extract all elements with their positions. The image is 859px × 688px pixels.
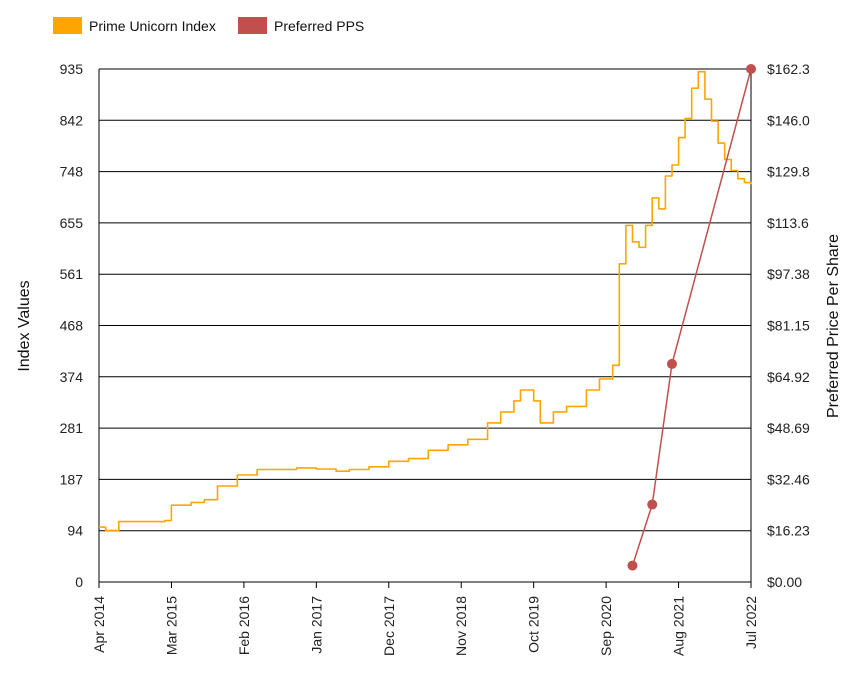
legend-label-0: Prime Unicorn Index xyxy=(89,18,216,34)
legend-swatch-1 xyxy=(238,17,267,34)
y-left-tick-label: 935 xyxy=(60,61,84,77)
y-right-tick-label: $32.46 xyxy=(767,471,810,487)
y-right-tick-label: $64.92 xyxy=(767,369,810,385)
x-tick-label: Sep 2020 xyxy=(598,596,614,656)
y-left-tick-labels: 0 94 187 281 374 468 561 655 748 842 935 xyxy=(60,61,84,590)
x-tick-label: Feb 2016 xyxy=(236,596,252,655)
y-left-axis-title: Index Values xyxy=(16,280,33,371)
y-right-tick-label: $48.69 xyxy=(767,420,810,436)
legend-swatch-0 xyxy=(53,17,82,34)
y-right-tick-label: $113.6 xyxy=(767,215,809,231)
y-left-tick-label: 187 xyxy=(60,471,84,487)
x-tick-labels: Apr 2014 Mar 2015 Feb 2016 Jan 2017 Dec 2017… xyxy=(91,582,759,656)
y-left-tick-label: 842 xyxy=(60,112,84,128)
x-tick-label: Jan 2017 xyxy=(308,596,324,654)
y-right-tick-label: $97.38 xyxy=(767,266,810,282)
data-point-preferred-pps xyxy=(627,560,638,571)
x-tick-label: Oct 2019 xyxy=(526,596,542,653)
series-preferred-pps xyxy=(627,64,756,571)
y-right-tick-label: $81.15 xyxy=(767,318,810,334)
series-prime-unicorn-index xyxy=(99,70,752,532)
legend-label-1: Preferred PPS xyxy=(274,18,364,34)
y-left-tick-label: 374 xyxy=(60,369,84,385)
series-line-preferred-pps xyxy=(631,68,752,566)
y-right-tick-label: $0.00 xyxy=(767,574,802,590)
gridlines xyxy=(99,68,751,583)
y-left-tick-label: 281 xyxy=(60,420,84,436)
y-right-tick-label: $162.3 xyxy=(767,61,810,77)
y-left-tick-label: 0 xyxy=(75,574,83,590)
series-line-prime-unicorn-index xyxy=(99,70,752,532)
x-tick-label: Apr 2014 xyxy=(91,596,107,653)
data-point-preferred-pps xyxy=(746,64,756,74)
y-left-tick-label: 748 xyxy=(60,164,84,180)
y-left-tick-label: 94 xyxy=(67,523,83,539)
x-tick-label: Aug 2021 xyxy=(671,596,687,656)
y-left-tick-label: 468 xyxy=(60,318,84,334)
x-tick-label: Dec 2017 xyxy=(381,596,397,656)
y-right-tick-label: $16.23 xyxy=(767,523,810,539)
x-tick-label: Nov 2018 xyxy=(453,596,469,656)
data-point-preferred-pps xyxy=(666,358,677,369)
data-point-preferred-pps xyxy=(647,499,658,510)
y-right-axis-title: Preferred Price Per Share xyxy=(825,234,842,418)
y-right-tick-label: $129.8 xyxy=(767,164,810,180)
y-right-tick-labels: $0.00 $16.23 $32.46 $48.69 $64.92 $81.15 $97.3… xyxy=(767,61,810,590)
legend: Prime Unicorn Index Preferred PPS xyxy=(53,17,364,34)
y-left-tick-label: 655 xyxy=(60,215,84,231)
x-tick-label: Jul 2022 xyxy=(743,596,759,649)
y-right-tick-label: $146.0 xyxy=(767,112,810,128)
x-tick-label: Mar 2015 xyxy=(163,596,179,655)
y-left-tick-label: 561 xyxy=(60,266,84,282)
